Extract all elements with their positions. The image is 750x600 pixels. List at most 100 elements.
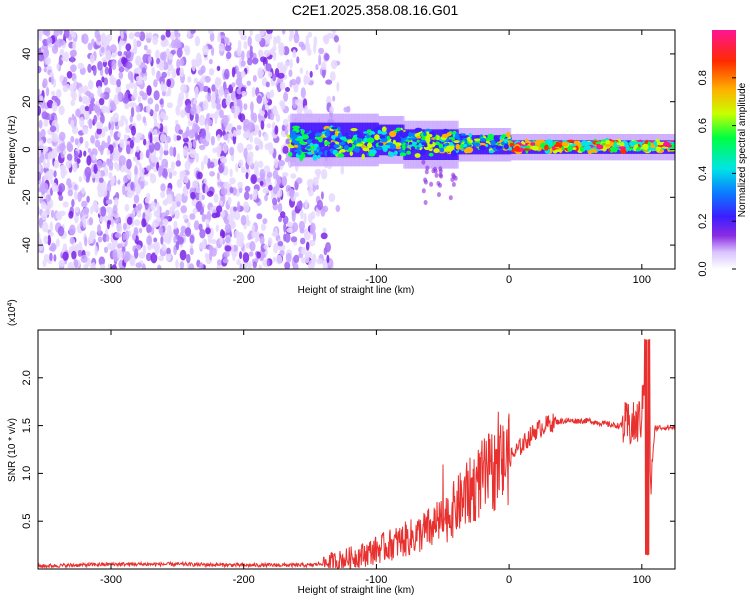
noise-cell (38, 30, 43, 39)
x-tick-label: -300 (100, 274, 122, 286)
noise-cell (266, 171, 273, 179)
noise-cell (70, 64, 77, 73)
noise-cell (107, 242, 113, 250)
band-cell (291, 138, 296, 144)
band-cell (548, 143, 553, 147)
noise-cell (241, 50, 245, 61)
noise-cell (120, 265, 125, 269)
noise-cell (44, 30, 51, 37)
noise-cell (190, 191, 196, 200)
snr-series-line (38, 339, 675, 569)
noise-cell (192, 139, 197, 148)
noise-cell (189, 247, 194, 256)
noise-cell (220, 195, 224, 201)
noise-cell (103, 37, 110, 46)
noise-cell (165, 209, 170, 216)
noise-cell (174, 209, 180, 219)
band-cell (572, 147, 577, 150)
noise-cell (96, 121, 103, 130)
noise-cell (263, 244, 268, 250)
noise-cell (38, 218, 44, 226)
noise-cell (102, 233, 108, 243)
noise-cell (176, 40, 182, 50)
band-cell (389, 143, 396, 150)
tail-cell (425, 165, 430, 171)
band-cell (495, 145, 503, 150)
noise-cell (332, 95, 336, 102)
noise-cell (260, 56, 267, 63)
noise-cell (60, 170, 66, 179)
band-cell (324, 128, 331, 132)
noise-cell (154, 103, 160, 112)
band-cell (344, 132, 349, 137)
noise-cell (109, 153, 113, 162)
noise-cell (331, 30, 337, 34)
noise-cell (204, 75, 211, 83)
noise-cell (292, 49, 297, 59)
noise-cell (189, 148, 197, 159)
chart-title: C2E1.2025.358.08.16.G01 (291, 2, 459, 18)
noise-cell (325, 242, 331, 253)
band-cell (433, 148, 440, 154)
noise-cell (53, 170, 57, 178)
noise-cell (113, 197, 119, 207)
noise-cell (161, 243, 167, 252)
noise-cell (81, 200, 88, 208)
band-cell (343, 144, 349, 151)
band-cell (307, 151, 314, 155)
noise-cell (175, 105, 181, 116)
noise-cell (94, 105, 99, 114)
noise-cell (199, 228, 206, 239)
spectrogram-cells (38, 30, 675, 269)
band-cell (379, 135, 386, 139)
noise-cell (197, 171, 203, 180)
noise-cell (146, 235, 153, 246)
noise-cell (255, 145, 260, 151)
noise-cell (310, 211, 316, 220)
noise-cell (68, 183, 72, 189)
noise-cell (188, 263, 195, 269)
noise-cell (103, 246, 109, 253)
noise-cell (242, 252, 250, 263)
noise-cell (145, 252, 152, 262)
band-cell (459, 135, 467, 139)
noise-cell (143, 44, 148, 51)
noise-cell (180, 109, 186, 118)
noise-cell (67, 261, 74, 269)
noise-cell (91, 148, 98, 157)
band-cell (366, 134, 370, 139)
band-cell (419, 149, 427, 156)
noise-cell (289, 58, 293, 69)
noise-cell (308, 184, 312, 195)
noise-cell (272, 256, 276, 263)
noise-cell (137, 95, 141, 103)
band-cell (339, 136, 347, 140)
noise-cell (231, 105, 236, 114)
band-cell (293, 144, 299, 148)
noise-cell (38, 119, 43, 129)
noise-cell (167, 69, 171, 77)
noise-cell (79, 220, 83, 227)
band-cell (337, 132, 342, 138)
noise-cell (224, 68, 230, 80)
noise-cell (299, 67, 304, 74)
noise-cell (50, 179, 54, 185)
noise-cell (266, 123, 272, 129)
noise-cell (166, 102, 173, 109)
noise-cell (160, 39, 168, 48)
noise-cell (281, 124, 286, 132)
noise-cell (160, 111, 166, 120)
band-cell (501, 134, 506, 139)
noise-cell (159, 155, 163, 161)
band-cell (408, 141, 413, 145)
noise-cell (40, 210, 48, 221)
noise-cell (281, 176, 288, 187)
noise-cell (251, 224, 256, 233)
noise-cell (210, 135, 215, 146)
noise-cell (62, 201, 69, 208)
x-tick-label: -100 (365, 274, 387, 286)
noise-cell (246, 80, 251, 86)
noise-cell (293, 254, 300, 264)
noise-cell (39, 95, 44, 101)
band-cell (650, 144, 656, 149)
